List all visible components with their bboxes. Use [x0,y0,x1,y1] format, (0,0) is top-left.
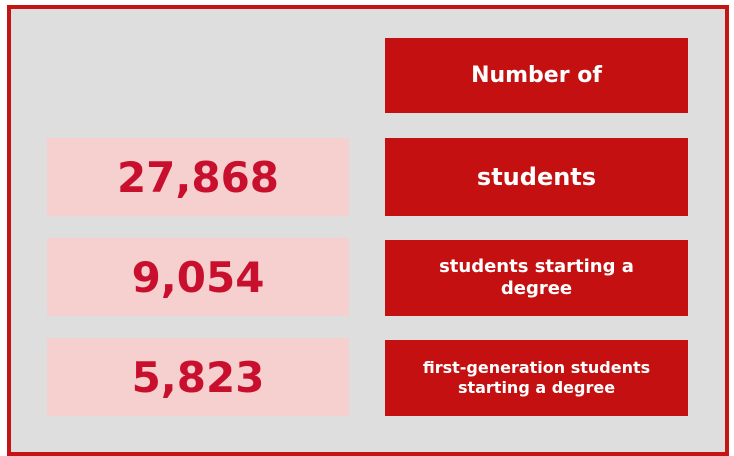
label-cell: students starting a degree [385,240,688,316]
value-cell: 27,868 [47,138,349,216]
label-cell: first-generation students starting a deg… [385,340,688,416]
label-cell: students [385,138,688,216]
header-cell: Number of [385,38,688,113]
value-cell: 5,823 [47,338,349,416]
value-cell: 9,054 [47,238,349,316]
